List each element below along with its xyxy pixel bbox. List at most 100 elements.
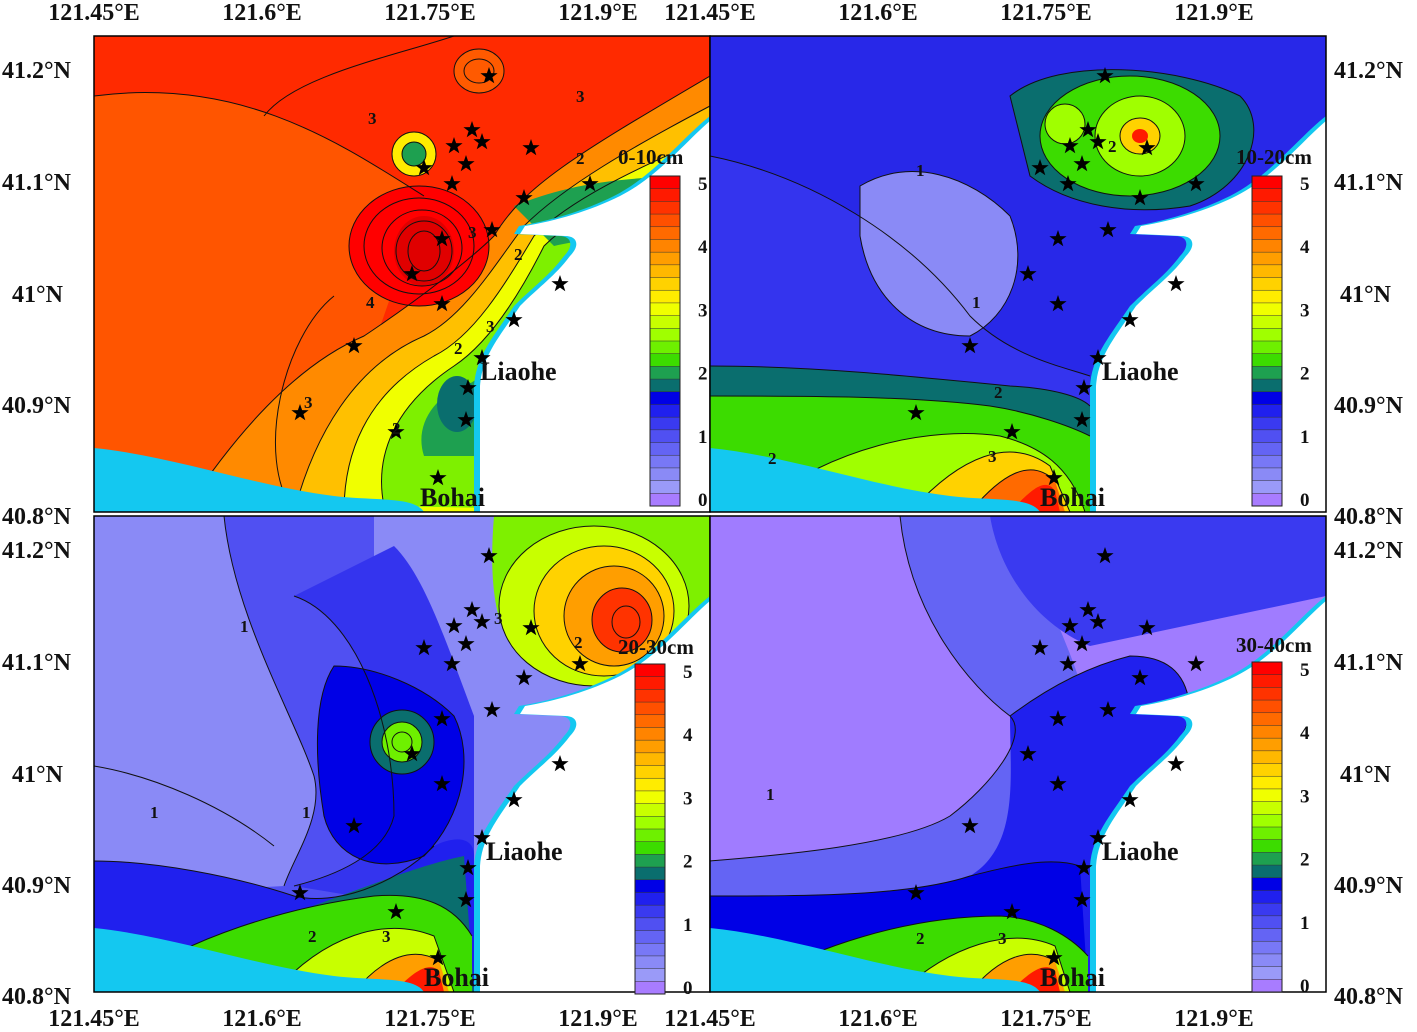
contour-label: 2 — [994, 383, 1003, 402]
lon-tick: 121.75°E — [1000, 1006, 1092, 1032]
colorbar-swatch — [1252, 315, 1282, 329]
colorbar-swatch — [1252, 467, 1282, 482]
colorbar-swatch — [1252, 776, 1282, 790]
colorbar-tick: 0 — [1300, 976, 1310, 997]
colorbar-swatch — [635, 765, 665, 779]
lat-tick: 41°N — [1340, 762, 1392, 788]
lat-tick: 40.8°N — [1334, 504, 1404, 530]
colorbar-tick: 1 — [1300, 913, 1310, 934]
colorbar-swatch — [1252, 442, 1282, 456]
colorbar-swatch — [650, 353, 680, 367]
bohai-label: Bohai — [424, 963, 489, 992]
colorbar-tick: 4 — [1300, 723, 1310, 744]
panel-30-40cm: 1 2 3 Liaohe Bohai 30-40cm 5 4 3 2 1 0 — [709, 515, 1327, 997]
colorbar-tick: 1 — [683, 915, 693, 936]
colorbar-swatch — [1252, 252, 1282, 266]
contour-label: 1 — [150, 803, 159, 822]
contour-label: 3 — [304, 393, 313, 412]
contour-label: 3 — [998, 929, 1007, 948]
colorbar-swatch — [1252, 941, 1282, 955]
lon-tick: 121.6°E — [222, 1006, 302, 1032]
colorbar-swatch — [1252, 953, 1282, 968]
colorbar-tick: 3 — [698, 300, 708, 321]
colorbar-swatch — [1252, 763, 1282, 777]
colorbar-swatch — [650, 201, 680, 215]
colorbar-swatch — [1252, 493, 1282, 507]
lat-tick: 41.1°N — [1334, 170, 1404, 196]
lat-tick: 41.2°N — [1334, 538, 1404, 564]
colorbar-swatch — [635, 955, 665, 970]
colorbar-tick: 5 — [698, 174, 708, 195]
colorbar: 5 4 3 2 1 0 — [1251, 660, 1310, 997]
colorbar-swatch — [1252, 429, 1282, 444]
lon-tick: 121.75°E — [384, 1006, 476, 1032]
colorbar-tick: 4 — [683, 725, 693, 746]
lat-tick: 41°N — [12, 282, 64, 308]
colorbar-swatch — [635, 664, 665, 678]
lon-tick: 121.9°E — [558, 1006, 638, 1032]
colorbar-swatch — [650, 341, 680, 355]
lat-tick: 41.1°N — [2, 170, 72, 196]
colorbar-swatch — [1252, 239, 1282, 253]
colorbar-swatch — [1252, 366, 1282, 380]
colorbar-swatch — [1252, 662, 1282, 676]
contour-label: 1 — [302, 803, 311, 822]
contour-label: 3 — [494, 609, 503, 628]
lon-tick: 121.75°E — [1000, 0, 1092, 26]
colorbar-tick: 0 — [698, 490, 708, 511]
liaohe-label: Liaohe — [1102, 837, 1179, 866]
colorbar-swatch — [650, 404, 680, 418]
colorbar-swatch — [650, 315, 680, 329]
colorbar-swatch — [635, 892, 665, 906]
colorbar-swatch — [1252, 328, 1282, 342]
colorbar-swatch — [1252, 391, 1282, 405]
lon-tick: 121.6°E — [222, 0, 302, 26]
liaohe-label: Liaohe — [1102, 357, 1179, 386]
contour-label: 3 — [382, 927, 391, 946]
colorbar-swatch — [1252, 827, 1282, 841]
contour-label: 2 — [454, 339, 463, 358]
colorbar-swatch — [1252, 725, 1282, 739]
lat-tick: 41°N — [1340, 282, 1392, 308]
colorbar-tick: 3 — [1300, 300, 1310, 321]
colorbar-swatch — [635, 943, 665, 957]
contour-label: 1 — [972, 293, 981, 312]
contour-label: 4 — [366, 293, 375, 312]
colorbar-swatch — [635, 829, 665, 843]
colorbar-swatch — [635, 854, 665, 868]
colorbar-swatch — [1252, 801, 1282, 815]
colorbar: 5 4 3 2 1 0 — [1251, 174, 1310, 511]
colorbar-swatch — [650, 429, 680, 444]
contour-label: 2 — [308, 927, 317, 946]
colorbar-swatch — [635, 981, 665, 995]
lat-tick: 40.9°N — [1334, 393, 1404, 419]
colorbar-tick: 3 — [683, 788, 693, 809]
colorbar: 5 4 3 2 1 0 — [634, 662, 693, 999]
colorbar-swatch — [635, 841, 665, 855]
colorbar-swatch — [1252, 839, 1282, 853]
colorbar-swatch — [635, 714, 665, 728]
depth-label: 0-10cm — [618, 145, 684, 169]
colorbar-tick: 0 — [1300, 490, 1310, 511]
colorbar-swatch — [650, 442, 680, 456]
colorbar-swatch — [650, 480, 680, 494]
lon-tick: 121.45°E — [664, 0, 756, 26]
colorbar-swatch — [635, 879, 665, 893]
colorbar-swatch — [1252, 903, 1282, 917]
colorbar-swatch — [1252, 750, 1282, 765]
lat-tick: 41.2°N — [1334, 58, 1404, 84]
colorbar-tick: 3 — [1300, 786, 1310, 807]
colorbar-swatch — [650, 328, 680, 342]
colorbar-swatch — [635, 930, 665, 944]
liaohe-label: Liaohe — [480, 357, 557, 386]
bohai-label: Bohai — [420, 483, 485, 512]
colorbar-swatch — [1252, 188, 1282, 202]
colorbar-swatch — [1252, 277, 1282, 291]
top-lon-axis: 121.45°E 121.6°E 121.75°E 121.9°E 121.45… — [48, 0, 1254, 26]
lat-tick: 40.8°N — [1334, 984, 1404, 1010]
colorbar-swatch — [1252, 290, 1282, 304]
lon-tick: 121.9°E — [1174, 0, 1254, 26]
bohai-label: Bohai — [1040, 483, 1105, 512]
colorbar-swatch — [650, 455, 680, 469]
